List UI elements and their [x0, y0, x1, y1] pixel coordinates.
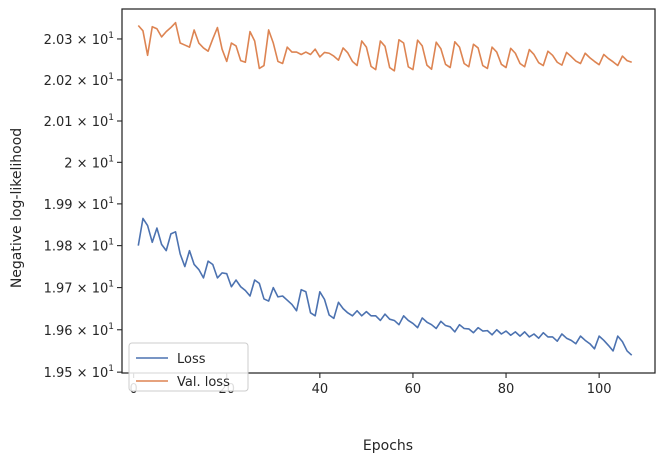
y-axis-ticks: 1.95 × 101 1.96 × 101 1.97 × 101 1.98 × 101…	[44, 31, 122, 381]
x-tick-label: 100	[587, 382, 612, 397]
legend: Loss Val. loss	[128, 342, 249, 392]
y-tick-label: 2 × 101	[64, 154, 114, 171]
x-tick-label: 40	[312, 382, 329, 397]
y-tick-label: 1.96 × 101	[44, 322, 114, 339]
series-line-val-loss	[137, 21, 632, 72]
series-line-loss	[137, 217, 633, 356]
x-tick-label: 80	[498, 382, 515, 397]
legend-label-loss: Loss	[177, 352, 206, 367]
y-tick-label: 2.03 × 101	[44, 31, 114, 48]
legend-box	[128, 342, 249, 392]
y-tick-label: 1.95 × 101	[44, 364, 114, 381]
y-tick-label: 2.01 × 101	[44, 113, 114, 130]
y-tick-label: 1.99 × 101	[44, 196, 114, 213]
series-lines	[137, 21, 633, 356]
x-tick-label: 60	[405, 382, 422, 397]
legend-label-val-loss: Val. loss	[177, 375, 230, 390]
plot-area	[121, 8, 656, 374]
y-tick-label: 2.02 × 101	[44, 72, 114, 89]
y-tick-label: 1.98 × 101	[44, 238, 114, 255]
x-axis-label: Epochs	[363, 438, 413, 454]
y-axis-label: Negative log-likelihood	[9, 128, 25, 288]
y-tick-label: 1.97 × 101	[44, 280, 114, 297]
